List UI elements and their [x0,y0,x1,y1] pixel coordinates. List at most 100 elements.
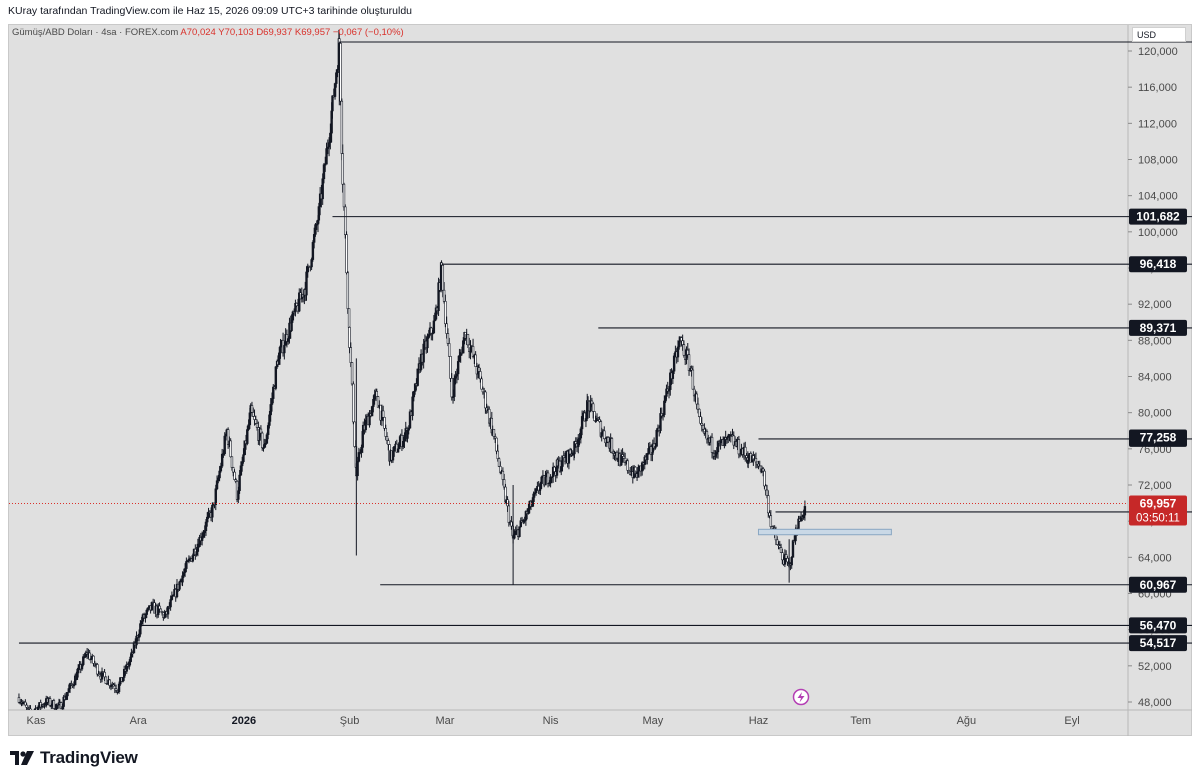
tradingview-logo[interactable]: TradingView [10,748,138,768]
candle-body [103,671,106,678]
candle-body [146,607,150,611]
tradingview-logo-text: TradingView [40,748,138,767]
level-price-label-bg [1129,256,1187,273]
candle-body [687,354,691,371]
candle-body [283,345,286,354]
candle-body [76,667,80,674]
y-tick-label: 88,000 [1138,335,1172,347]
candle-body [170,595,174,600]
candle-body [360,447,363,453]
level-price-label-text: 77,258 [1140,430,1177,444]
candle-body [755,461,759,465]
candle-body [387,440,390,445]
candle-body [140,620,143,624]
candle-body [492,428,496,437]
candle-body [263,444,266,448]
candle-body [217,477,220,482]
candle-body [637,467,640,478]
candle-body [767,495,770,514]
candle-body [158,605,161,610]
support-zone[interactable] [757,528,892,536]
candle-body [159,608,163,613]
candle-body [35,707,39,710]
candle-body [553,466,556,472]
y-tick-label: 112,000 [1138,118,1177,130]
candle-body [82,656,85,665]
candle-body [29,708,32,710]
candle-body [458,355,461,362]
candle-body [215,480,219,490]
candle-body [286,338,290,342]
candle-body [393,446,396,452]
candle-body [383,416,386,429]
candle-body [384,428,387,437]
x-tick-label: Eyl [1064,715,1079,727]
candle-body [437,282,440,312]
lightning-icon[interactable] [792,688,810,706]
candle-body [406,429,409,439]
candle-body [626,460,629,471]
candle-body [441,264,445,291]
candle-body [290,319,293,331]
candle-body [291,311,295,321]
candle-body [183,568,187,573]
level-price-label-text: 56,470 [1140,618,1177,632]
candle-body [368,413,371,426]
candle-body [200,536,204,541]
candle-body [357,452,361,462]
candle-body [408,411,412,429]
candle-body [349,347,353,363]
candle-body [710,437,714,453]
candle-body [603,430,606,440]
candle-body [25,704,28,708]
candle-body [310,259,313,268]
level-price-label-bg [1129,635,1187,652]
candle-body [546,472,550,484]
candle-body [68,683,72,689]
candle-body [348,327,351,348]
candle-body [496,450,499,460]
currency-selector[interactable]: USD [1132,27,1186,42]
candle-body [422,343,425,363]
candle-body [519,520,522,527]
candle-body [471,346,475,357]
y-tick-label: 84,000 [1138,372,1172,384]
candle-body [593,411,596,422]
candle-body [52,700,56,709]
candle-body [594,420,597,422]
y-tick-label: 80,000 [1138,408,1172,420]
candle-body [247,424,250,430]
candle-body [204,521,208,531]
candle-body [169,599,172,608]
chart-frame[interactable] [8,24,1192,736]
candle-body [568,449,572,455]
candle-body [196,543,200,552]
candle-body [270,398,274,405]
candle-body [339,43,342,102]
candle-body [744,446,747,456]
level-price-label-bg [1129,576,1187,593]
candle-body [223,435,226,454]
candle-body [61,706,64,710]
candle-body [145,609,148,615]
candle-body [402,440,405,448]
candle-body [671,370,675,379]
candle-body [803,506,807,516]
candle-body [449,356,452,379]
candle-body [779,547,783,553]
candle-body [294,302,297,313]
candle-body [314,224,317,235]
x-tick-label: Kas [27,715,46,727]
candle-body [714,453,717,457]
candle-body [514,531,517,535]
candle-body [606,437,610,443]
candle-body [373,394,376,400]
candle-body [232,467,235,473]
candle-body [534,488,538,493]
candle-body [484,391,487,409]
candle-body [306,265,309,273]
symbol-legend: Gümüş/ABD Doları · 4sa · FOREX.com A70,0… [12,27,404,38]
x-tick-label: Ağu [957,715,977,727]
x-tick-label: Mar [435,715,454,727]
